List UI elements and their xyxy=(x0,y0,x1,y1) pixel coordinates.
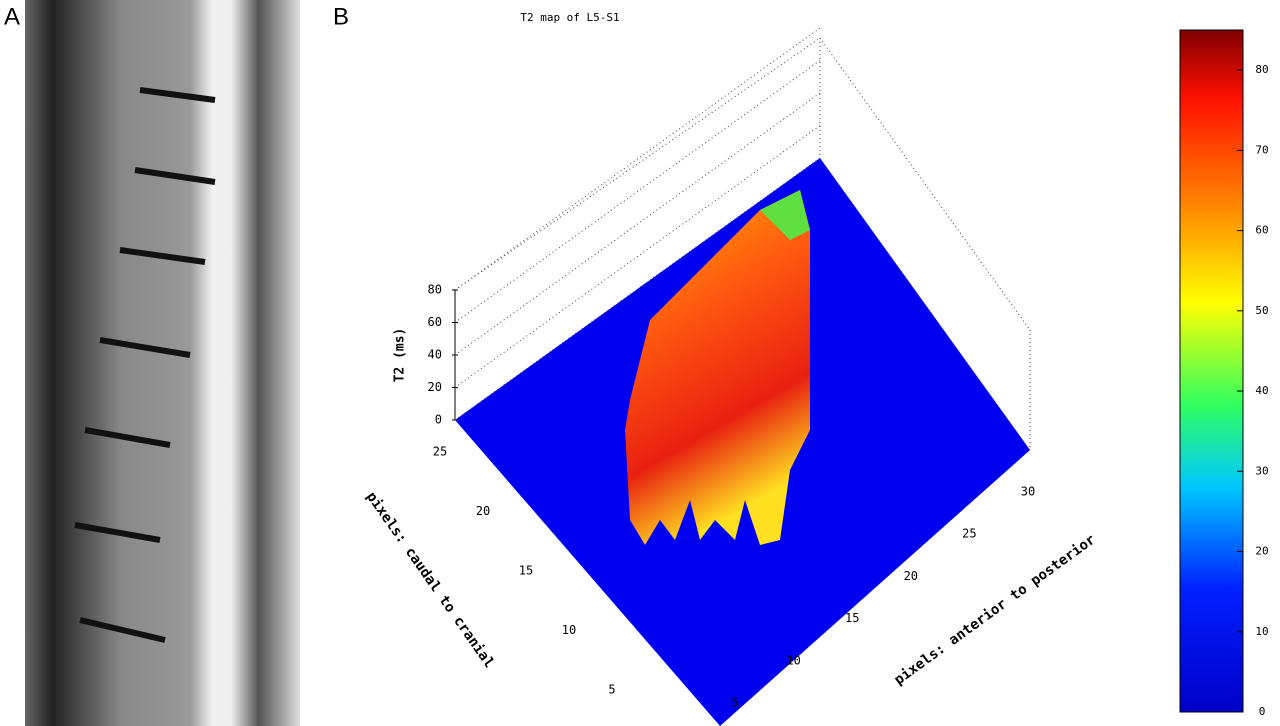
z-tick-label: 0 xyxy=(435,413,442,427)
grid-line xyxy=(454,92,821,356)
colorbar-tick-label: 0 xyxy=(1259,705,1266,718)
x-tick-label: 15 xyxy=(845,611,859,625)
panel-label: A xyxy=(4,3,20,30)
x-tick-label: 20 xyxy=(904,569,918,583)
y-tick-label: 25 xyxy=(433,445,447,459)
colorbar-tick-label: 20 xyxy=(1255,545,1268,558)
y-tick-label: 10 xyxy=(562,623,576,637)
colorbar-tick-label: 30 xyxy=(1255,464,1268,477)
chart-title: T2 map of L5-S1 xyxy=(520,11,619,24)
x-tick-label: 25 xyxy=(962,527,976,541)
t2-surface xyxy=(625,190,810,545)
t2-surface xyxy=(760,190,810,240)
disc-lines xyxy=(74,87,216,643)
y-tick-label: 5 xyxy=(608,683,615,697)
z-tick-label: 80 xyxy=(428,283,442,297)
colorbar-tick-label: 60 xyxy=(1255,224,1268,237)
box-edges xyxy=(454,37,1031,450)
panel-label: B xyxy=(333,3,349,30)
z-tick-label: 40 xyxy=(428,348,442,362)
y-tick-label: 20 xyxy=(476,504,490,518)
z-tick-label: 20 xyxy=(428,380,442,394)
x-axis-label: pixels: anterior to posterior xyxy=(891,532,1098,689)
grid-line xyxy=(454,27,821,291)
colorbar-tick-label: 10 xyxy=(1255,625,1268,638)
x-tick-label: 5 xyxy=(731,696,738,710)
x-tick-label: 30 xyxy=(1021,485,1035,499)
z-tick-label: 60 xyxy=(428,315,442,329)
y-tick-label: 15 xyxy=(519,564,533,578)
colorbar-tick-label: 40 xyxy=(1255,384,1268,397)
colorbar-tick-label: 50 xyxy=(1255,304,1268,317)
grid-line xyxy=(454,60,821,323)
mri-image xyxy=(25,0,300,726)
colorbar-tick-label: 70 xyxy=(1255,143,1268,156)
x-tick-label: 10 xyxy=(786,653,800,667)
colorbar xyxy=(1179,29,1244,713)
z-axis-label: T2 (ms) xyxy=(393,328,408,383)
grid-line xyxy=(454,125,821,388)
colorbar-tick-label: 80 xyxy=(1255,63,1268,76)
grid-line xyxy=(454,157,821,421)
